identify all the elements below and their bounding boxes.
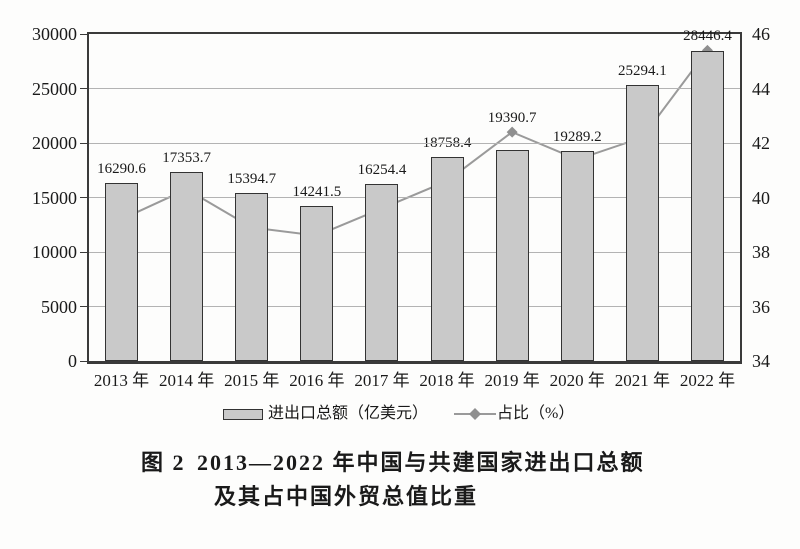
bar-value-label: 17353.7 [162, 149, 212, 166]
x-axis-tick-label: 2016 年 [289, 371, 345, 390]
legend-bar-swatch [223, 409, 263, 420]
bar [495, 149, 529, 361]
bar-value-label: 14241.5 [292, 183, 342, 200]
plot-border [87, 32, 742, 364]
y-axis-left-tick-label: 25000 [32, 78, 77, 99]
y-axis-right-tick-label: 38 [752, 242, 770, 262]
bar [690, 50, 724, 361]
x-axis-tick-label: 2022 年 [679, 371, 736, 390]
caption-title-line1: 2013—2022 年中国与共建国家进出口总额 [197, 450, 645, 475]
bar [625, 85, 659, 361]
legend: 进出口总额（亿美元） 占比（%） [0, 0, 800, 422]
x-axis-tick-label: 2013 年 [93, 371, 150, 390]
gridline [89, 142, 740, 144]
y-axis-left-tick-label: 20000 [32, 133, 77, 153]
y-axis-right-tick-label: 44 [752, 78, 770, 99]
bar-value-label: 19289.2 [552, 128, 602, 145]
bar [235, 193, 269, 361]
y-axis-left-tick-label: 15000 [32, 187, 77, 208]
y-axis-left-tick-label: 0 [68, 351, 77, 371]
y-axis-right-tick-label: 42 [752, 133, 770, 153]
bar [300, 205, 334, 361]
y-axis-left-tick-label: 5000 [41, 296, 77, 317]
gridline [89, 251, 740, 253]
y-axis-right-tick-label: 40 [752, 187, 770, 208]
x-axis-tick-label: 2015 年 [224, 371, 280, 390]
bar-value-label: 15394.7 [227, 171, 277, 188]
bar [430, 156, 464, 361]
y-axis-tick [80, 360, 88, 362]
y-axis-tick [80, 142, 88, 144]
gridline [89, 197, 740, 198]
bar [560, 150, 594, 361]
y-axis-left-tick-label: 10000 [32, 242, 77, 262]
caption-label: 图 2 [141, 450, 186, 475]
x-axis-tick-label: 2017 年 [354, 371, 410, 390]
x-axis-tick-label: 2014 年 [159, 371, 215, 390]
y-axis-right-tick-label: 46 [752, 24, 770, 44]
gridline [89, 88, 740, 89]
x-axis-tick-label: 2021 年 [614, 371, 670, 390]
bar-value-label: 16290.6 [97, 161, 146, 178]
x-axis-tick-label: 2019 年 [484, 371, 540, 390]
y-axis-tick [80, 33, 88, 35]
line-marker-diamond-icon [506, 126, 518, 138]
y-axis-tick [80, 197, 88, 198]
y-axis-right-tick-label: 34 [752, 351, 770, 371]
bar-value-label: 25294.1 [617, 63, 667, 80]
ratio-line [121, 49, 709, 237]
bar [170, 171, 204, 361]
y-axis-tick [80, 88, 88, 89]
legend-line-marker-icon [454, 408, 496, 420]
y-axis-left-tick-label: 30000 [32, 24, 77, 44]
bar [365, 183, 399, 361]
y-axis-right-tick-label: 36 [752, 296, 770, 317]
x-axis-tick-label: 2018 年 [419, 371, 475, 390]
y-axis-tick [80, 306, 88, 307]
bar [105, 183, 139, 361]
y-axis-tick [80, 251, 88, 253]
gridline [89, 306, 740, 307]
x-axis-tick-label: 2020 年 [549, 371, 605, 390]
bar-value-label: 16254.4 [357, 161, 407, 178]
bar-value-label: 28446.4 [683, 28, 732, 45]
caption-title-line2: 及其占中国外贸总值比重 [214, 484, 479, 509]
legend-line-label: 占比（%） [497, 405, 575, 422]
legend-bar-label: 进出口总额（亿美元） [268, 405, 429, 422]
bar-value-label: 19390.7 [487, 110, 537, 127]
